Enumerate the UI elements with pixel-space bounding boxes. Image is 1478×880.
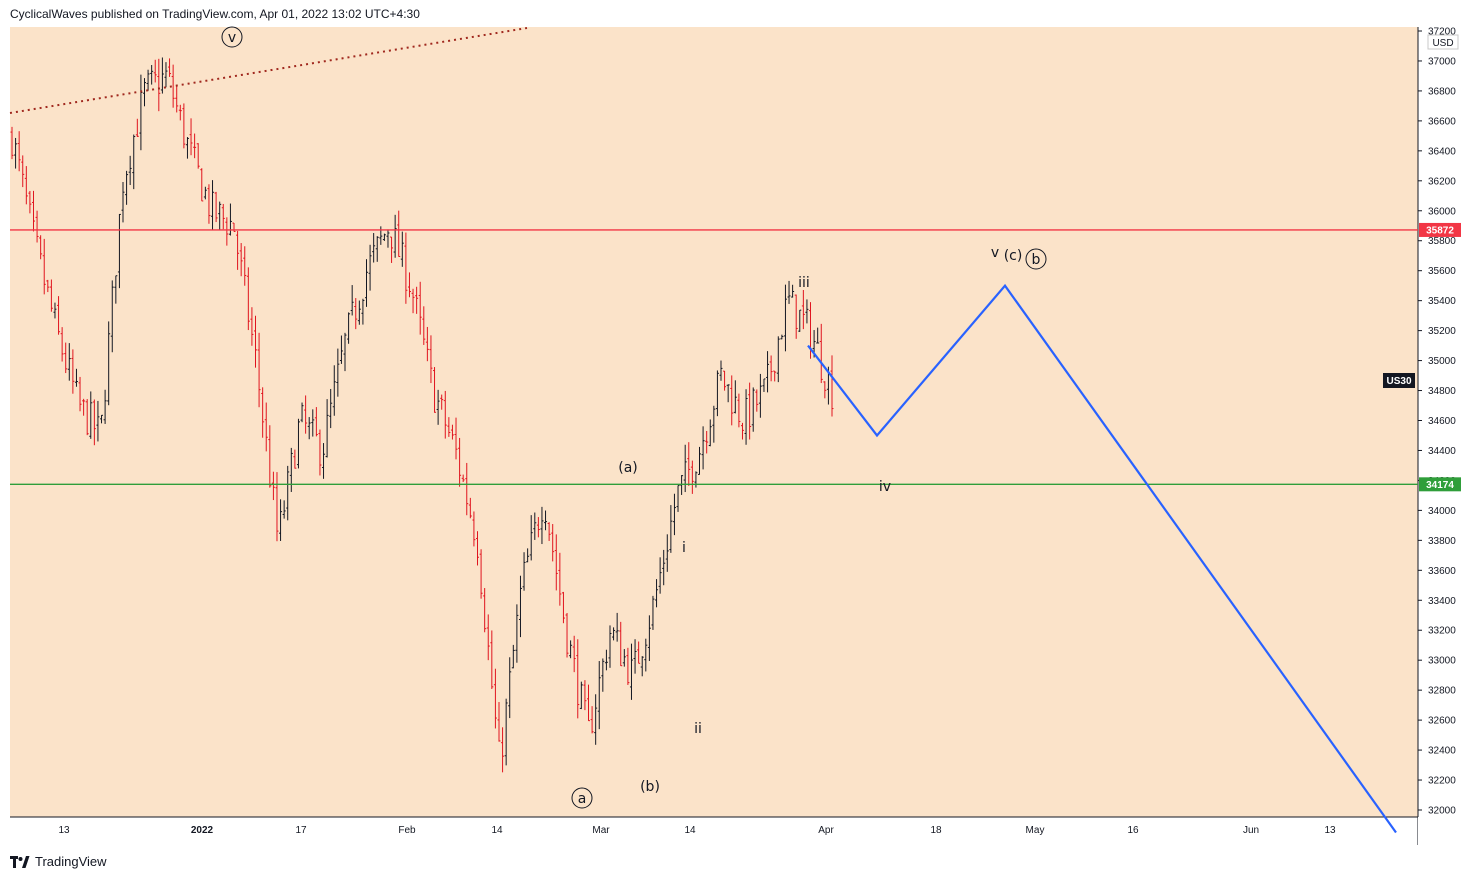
- y-tick-label: 32400: [1428, 746, 1456, 757]
- y-tick-label: 34000: [1428, 506, 1456, 517]
- y-tick-label: 32800: [1428, 686, 1456, 697]
- y-tick-label: 36400: [1428, 146, 1456, 157]
- x-tick-label: Mar: [592, 825, 610, 836]
- wave-label: v: [228, 30, 236, 46]
- wave-label: a: [578, 791, 587, 807]
- wave-label: iii: [798, 275, 810, 291]
- wave-label: iv: [879, 479, 891, 495]
- y-tick-label: 36600: [1428, 116, 1456, 127]
- y-tick-label: 36000: [1428, 206, 1456, 217]
- y-tick-label: 36800: [1428, 86, 1456, 97]
- y-tick-label: 33400: [1428, 596, 1456, 607]
- x-tick-label: May: [1026, 825, 1045, 836]
- wave-label: ii: [694, 721, 702, 737]
- y-tick-label: 35800: [1428, 236, 1456, 247]
- y-tick-label: 34600: [1428, 416, 1456, 427]
- currency-badge: [1427, 34, 1459, 50]
- symbol-badge: [1383, 373, 1415, 388]
- wave-label: (b): [640, 779, 660, 795]
- support-price-label: 34174: [1426, 480, 1454, 491]
- y-tick-label: 33000: [1428, 656, 1456, 667]
- symbol-label: US30: [1386, 376, 1411, 387]
- y-tick-label: 33600: [1428, 566, 1456, 577]
- y-tick-label: 37000: [1428, 56, 1456, 67]
- wave-label: (c): [1004, 248, 1023, 264]
- y-tick-label: 32600: [1428, 716, 1456, 727]
- resistance-price-label: 35872: [1426, 225, 1454, 236]
- y-tick-label: 34400: [1428, 446, 1456, 457]
- y-tick-label: 34800: [1428, 386, 1456, 397]
- y-axis[interactable]: 32000 32200 32400 32600 32800 33000 33200 33400…: [10, 27, 1459, 846]
- y-tick-label: 32000: [1428, 806, 1456, 817]
- x-tick-label: 14: [491, 825, 503, 836]
- x-axis[interactable]: 13 2022 17 Feb 14 Mar 14 Apr 18 May 16 Jun 13: [58, 825, 1336, 836]
- y-tick-label: 33200: [1428, 626, 1456, 637]
- y-tick-label: 32200: [1428, 776, 1456, 787]
- wave-label: (a): [618, 460, 638, 476]
- currency-label: USD: [1432, 38, 1453, 49]
- y-tick-label: 35200: [1428, 326, 1456, 337]
- wave-label-circle: [221, 26, 243, 48]
- x-tick-label: 18: [930, 825, 942, 836]
- y-tick-label: 37200: [1428, 27, 1456, 38]
- x-tick-label: Feb: [398, 825, 416, 836]
- y-tick-label: 35000: [1428, 356, 1456, 367]
- x-tick-label: Jun: [1243, 825, 1259, 836]
- wave-label-circle: [571, 787, 593, 809]
- support-price-tag: [1419, 477, 1461, 492]
- footer-brand: TradingView: [10, 854, 107, 869]
- tradingview-logo-icon: [10, 855, 30, 868]
- x-tick-label: 17: [295, 825, 307, 836]
- price-chart[interactable]: 32000 32200 32400 32600 32800 33000 33200 33400…: [0, 0, 1478, 850]
- x-tick-label: 13: [1324, 825, 1336, 836]
- wave-label-circle: [1025, 248, 1047, 270]
- wave-label: b: [1032, 252, 1041, 268]
- projection-path[interactable]: [807, 283, 1397, 834]
- x-tick-label: 13: [58, 825, 70, 836]
- x-tick-label: 2022: [191, 825, 214, 836]
- wave-label: v: [991, 245, 999, 261]
- x-tick-label: Apr: [818, 825, 834, 836]
- y-tick-label: 33800: [1428, 536, 1456, 547]
- candlestick-series: [10, 57, 834, 773]
- y-tick-label: 35600: [1428, 266, 1456, 277]
- resistance-price-tag: [1419, 222, 1461, 237]
- price-level-lines: 35872 34174 US30: [10, 222, 1461, 492]
- footer-brand-text: TradingView: [35, 854, 107, 869]
- x-tick-label: 16: [1127, 825, 1139, 836]
- y-tick-label: 36200: [1428, 176, 1456, 187]
- x-tick-label: 14: [684, 825, 696, 836]
- publisher-header: CyclicalWaves published on TradingView.c…: [10, 7, 420, 21]
- axis-corner: [1418, 817, 1478, 845]
- y-tick-label: 35400: [1428, 296, 1456, 307]
- wave-label: i: [682, 540, 686, 556]
